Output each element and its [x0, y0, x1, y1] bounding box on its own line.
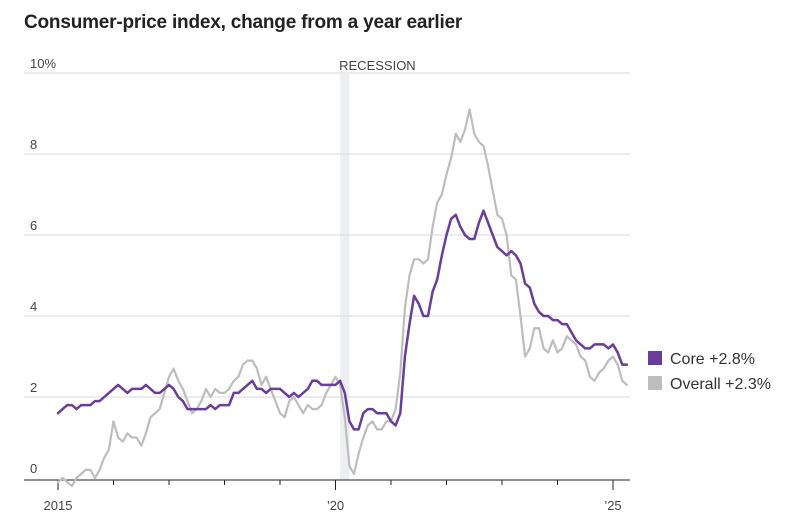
series-lines [56, 108, 629, 488]
x-tick-label: 2015 [44, 498, 73, 513]
series-line-overall [56, 108, 629, 488]
x-tick-label: ’25 [604, 498, 621, 513]
y-tick-label: 8 [30, 137, 37, 152]
y-tick-label: 6 [30, 218, 37, 233]
gridlines [24, 72, 630, 398]
y-tick-label: 4 [30, 299, 37, 314]
recession-label: RECESSION [339, 58, 416, 73]
x-tick-label: ’20 [327, 498, 344, 513]
legend-label-core: Core +2.8% [670, 351, 755, 368]
legend-label-overall: Overall +2.3% [670, 376, 771, 393]
x-axis: 2015 ’20 ’25 [24, 479, 630, 513]
legend-swatch-overall [648, 376, 662, 390]
recession-band-layer: RECESSION [339, 58, 416, 480]
recession-band [340, 74, 350, 480]
legend: Core +2.8% Overall +2.3% [648, 351, 771, 393]
y-tick-label: 10% [30, 56, 56, 71]
y-tick-label: 2 [30, 380, 37, 395]
legend-swatch-core [648, 351, 662, 365]
y-tick-labels: 10% 8 6 4 2 0 [30, 56, 56, 476]
chart-title: Consumer-price index, change from a year… [24, 12, 463, 33]
y-tick-label: 0 [30, 461, 37, 476]
series-line-core [56, 209, 629, 431]
